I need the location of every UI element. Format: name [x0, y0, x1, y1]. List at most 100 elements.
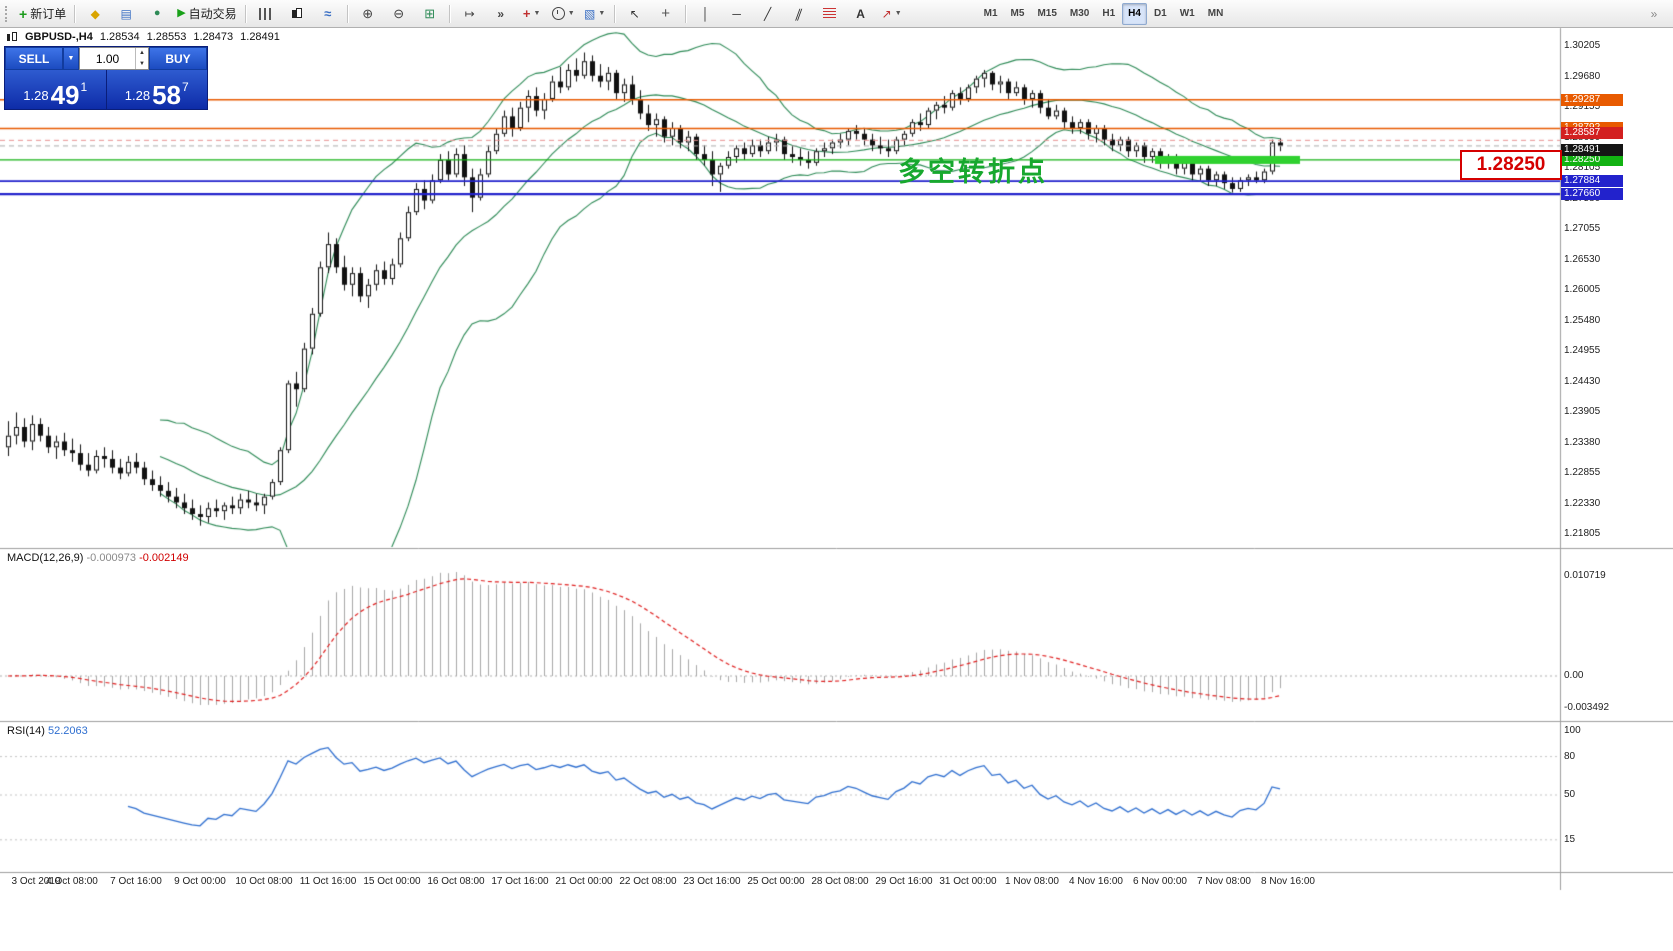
ohlc-high: 1.28553 [146, 31, 187, 43]
chevron-down-icon: ▼ [598, 10, 606, 17]
cursor-icon: ↖ [629, 6, 640, 21]
tile-windows-button[interactable]: ⊞ [415, 2, 445, 26]
text-button[interactable]: A [846, 2, 876, 26]
symbol-timeframe: GBPUSD-,H4 [25, 31, 93, 43]
rsi-value: 52.2063 [47, 725, 88, 737]
volume-dropdown-icon[interactable]: ▼ [63, 47, 79, 70]
vertical-line-button[interactable]: │ [691, 2, 721, 26]
buy-price-small: 1.28 [124, 88, 151, 103]
candlestick-button[interactable] [282, 2, 312, 26]
zoom-out-button[interactable]: ⊖ [384, 2, 414, 26]
volume-down-icon[interactable]: ▼ [139, 60, 145, 67]
toolbar: + 新订单 ◆ ▤ ● ▶ 自动交易 ≈ ⊕ ⊖ ⊞ ↦» + ▼ ▼ ▧ ▼ ↖ + │ ─ ╱ ∥ A ↗ ▼ M1 M5 M15 M… [0, 0, 1673, 28]
hline-icon: ─ [732, 6, 741, 21]
text-icon: A [856, 6, 865, 21]
templates-icon: ▧ [583, 6, 596, 21]
indicators-icon: + [522, 6, 531, 21]
auto-scroll-button[interactable]: » [486, 2, 516, 26]
navigator-button[interactable]: ● [142, 2, 172, 26]
chart-annotation: 多空转折点 [898, 157, 1048, 187]
sell-price-sup: 1 [80, 80, 88, 94]
sell-price-small: 1.28 [23, 88, 49, 103]
navigator-icon: ● [153, 7, 161, 19]
overflow-icon: » [1650, 6, 1658, 21]
toolbar-separator [244, 4, 247, 23]
chart-shift-button[interactable]: ↦ [455, 2, 485, 26]
macd-value-signal: -0.002149 [139, 552, 189, 564]
line-chart-button[interactable]: ≈ [313, 2, 343, 26]
channel-button[interactable]: ∥ [784, 2, 814, 26]
chevron-down-icon: ▼ [567, 10, 575, 17]
crosshair-button[interactable]: + [651, 2, 681, 26]
zoom-in-icon: ⊕ [362, 6, 374, 21]
data-window-icon: ▤ [120, 6, 132, 21]
timeframe-group: M1 M5 M15 M30 H1 H4 D1 W1 MN [978, 2, 1230, 25]
one-click-trading-panel: SELL ▼ 1.00 ▲ ▼ BUY 1.28 49 1 1.28 58 7 [4, 46, 208, 110]
price-callout: 1.28250 [1460, 150, 1562, 180]
ohlc-close: 1.28491 [240, 31, 280, 43]
new-order-icon: + [19, 5, 28, 22]
toolbar-grip [5, 5, 10, 22]
sell-price-big: 49 [50, 79, 80, 110]
trendline-icon: ╱ [764, 6, 772, 21]
candlestick-icon [290, 7, 304, 20]
macd-label: MACD(12,26,9) -0.000973 -0.002149 [7, 552, 189, 564]
timeframe-m5[interactable]: M5 [1010, 8, 1025, 19]
rsi-name: RSI(14) [7, 725, 45, 737]
macd-value-main: -0.000973 [86, 552, 137, 564]
buy-price[interactable]: 1.28 58 7 [107, 70, 208, 109]
timeframe-h1[interactable]: H1 [1102, 8, 1116, 19]
buy-button[interactable]: BUY [149, 47, 207, 70]
trendline-button[interactable]: ╱ [753, 2, 783, 26]
vline-icon: │ [701, 6, 710, 21]
indicators-button[interactable]: + ▼ [517, 2, 547, 26]
toolbar-separator [346, 4, 349, 23]
volume-field: 1.00 ▲ ▼ [79, 47, 149, 70]
autotrade-button[interactable]: ▶ 自动交易 [173, 2, 240, 26]
toolbar-overflow-button[interactable]: » [1639, 2, 1669, 26]
price-divider [105, 70, 107, 109]
cursor-button[interactable]: ↖ [620, 2, 650, 26]
sell-button[interactable]: SELL [5, 47, 63, 70]
toolbar-separator [448, 4, 451, 23]
fibonacci-icon [823, 8, 837, 19]
timeframe-w1[interactable]: W1 [1179, 8, 1195, 19]
timeframe-m15[interactable]: M15 [1037, 8, 1057, 19]
channel-icon: ∥ [793, 6, 805, 21]
templates-button[interactable]: ▧ ▼ [580, 2, 610, 26]
crosshair-icon: + [661, 5, 670, 22]
horizontal-line-button[interactable]: ─ [722, 2, 752, 26]
fibonacci-button[interactable] [815, 2, 845, 26]
market-watch-button[interactable]: ◆ [80, 2, 110, 26]
autotrade-icon: ▶ [177, 7, 186, 19]
toolbar-separator [684, 4, 687, 23]
zoom-in-button[interactable]: ⊕ [353, 2, 383, 26]
timeframe-m1[interactable]: M1 [983, 8, 998, 19]
zoom-out-icon: ⊖ [393, 6, 405, 21]
chart-ohlc-header: GBPUSD-,H4 1.28534 1.28553 1.28473 1.284… [6, 31, 280, 43]
new-order-button-label: 新订单 [30, 7, 67, 21]
timeframe-h4[interactable]: H4 [1122, 2, 1147, 25]
timeframe-m30[interactable]: M30 [1069, 8, 1090, 19]
timeframe-mn[interactable]: MN [1207, 8, 1224, 19]
periods-button[interactable]: ▼ [548, 2, 579, 26]
market-watch-icon: ◆ [90, 6, 100, 21]
rsi-label: RSI(14) 52.2063 [7, 725, 88, 737]
periods-icon [551, 7, 565, 20]
arrow-icon: ↗ [881, 6, 892, 21]
volume-up-icon[interactable]: ▲ [139, 50, 145, 57]
arrows-button[interactable]: ↗ ▼ [877, 2, 907, 26]
volume-stepper[interactable]: ▲ ▼ [135, 48, 148, 69]
sell-price[interactable]: 1.28 49 1 [5, 70, 106, 109]
buy-price-big: 58 [152, 79, 182, 110]
new-order-button[interactable]: + 新订单 [15, 2, 70, 26]
bar-chart-button[interactable] [251, 2, 281, 26]
line-chart-icon: ≈ [324, 6, 332, 21]
macd-name: MACD(12,26,9) [7, 552, 84, 564]
bar-chart-icon [259, 7, 273, 20]
volume-input[interactable]: 1.00 [95, 51, 120, 66]
data-window-button[interactable]: ▤ [111, 2, 141, 26]
timeframe-d1[interactable]: D1 [1153, 8, 1167, 19]
